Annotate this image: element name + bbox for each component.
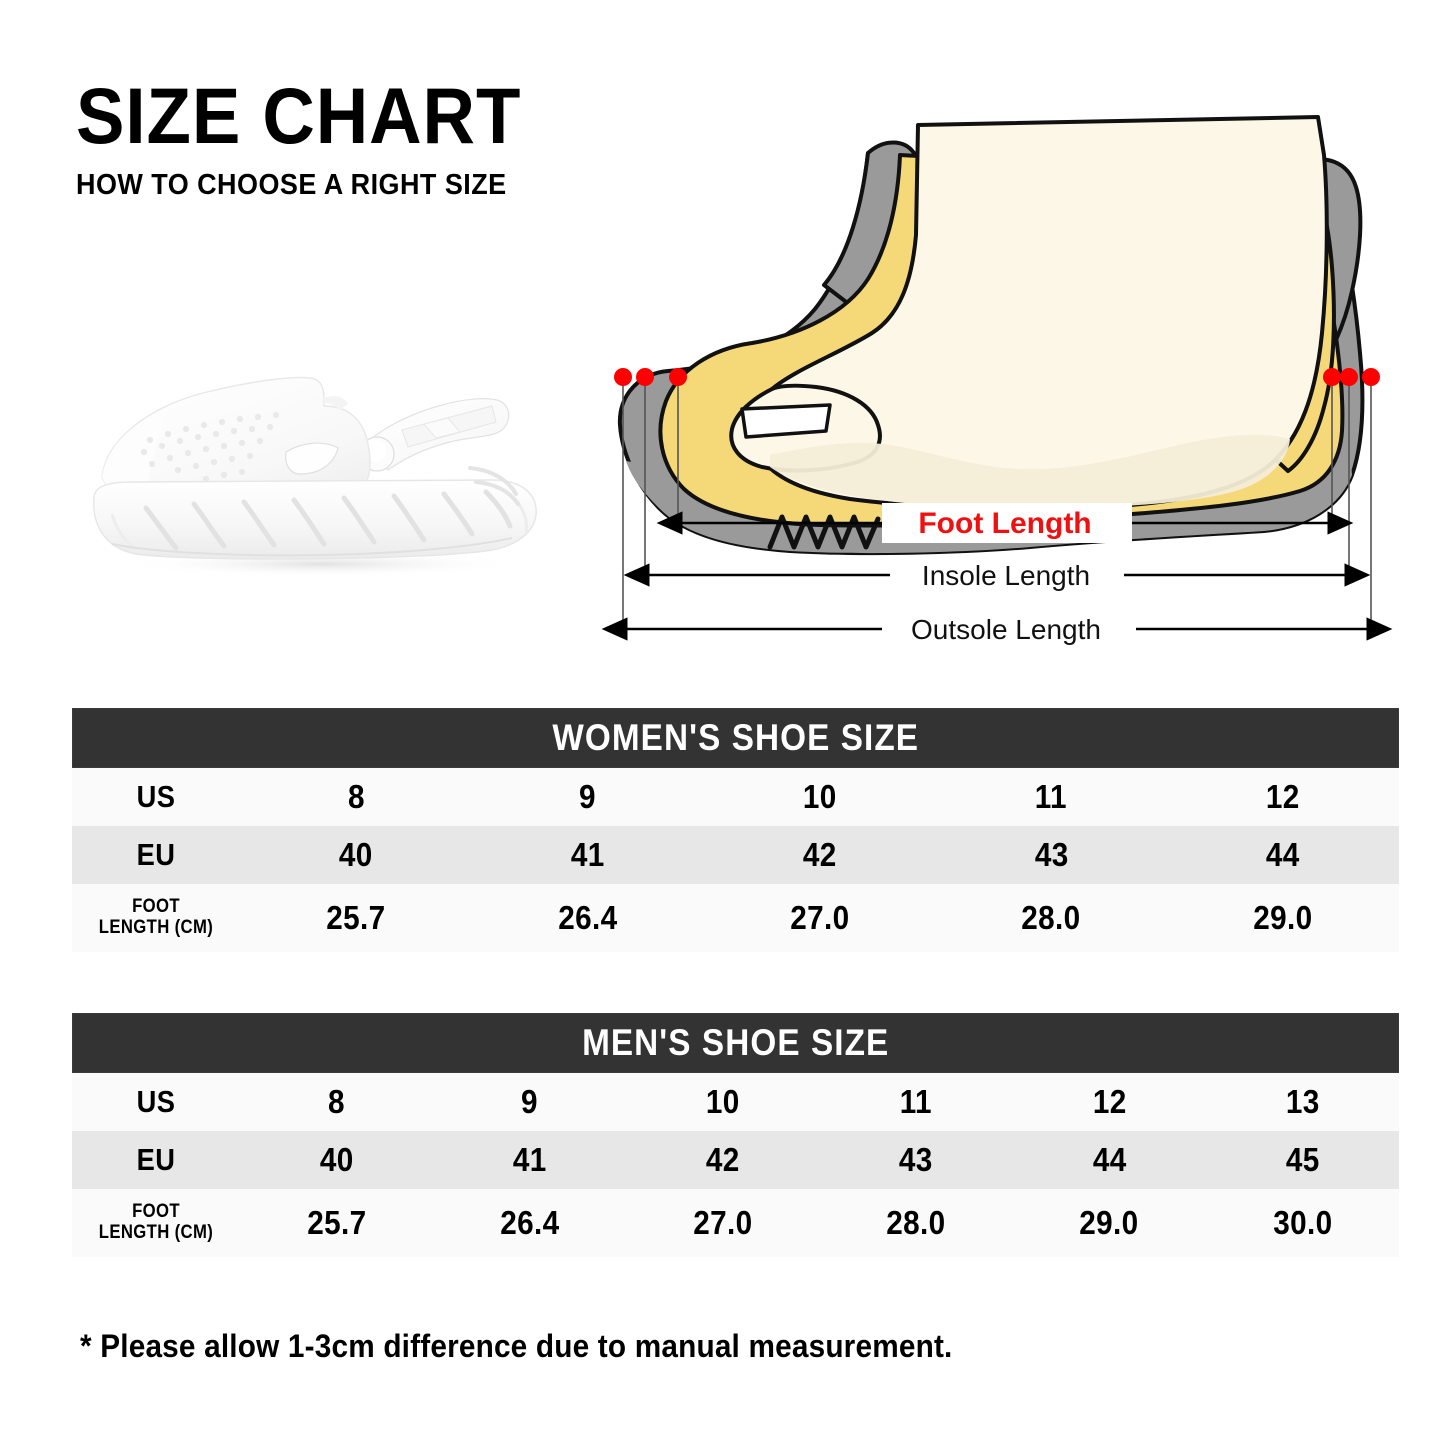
table-row: US 8 9 10 11 12 13 [72,1073,1399,1131]
row-label-eu: EU [136,1142,176,1177]
measurement-marker-dots [614,368,1380,386]
cell-us-0: 8 [328,1083,346,1120]
table-row: EU 40 41 42 43 44 [72,826,1399,884]
table-row: US 8 9 10 11 12 [72,768,1399,826]
clog-shoe-photo [72,348,572,603]
outsole-length-label: Outsole Length [911,614,1101,645]
cell-len-1: 26.4 [558,899,618,936]
cell-eu-3: 43 [899,1141,933,1178]
clog-shoe-icon [93,376,537,577]
cell-us-0: 8 [347,778,365,815]
foot-in-shoe-cross-section-icon: Foot Length Insole Length Outsole Length [601,115,1393,648]
cell-eu-4: 44 [1266,836,1300,873]
mens-size-table: MEN'S SHOE SIZE US 8 9 10 11 12 13 EU 40… [72,1013,1399,1257]
row-label-foot-length: FOOT LENGTH (CM) [98,896,214,938]
cell-us-2: 10 [706,1083,740,1120]
cell-us-4: 12 [1092,1083,1127,1120]
header-block: SIZE CHART HOW TO CHOOSE A RIGHT SIZE [76,71,560,202]
cell-us-2: 10 [802,778,837,815]
table-row: FOOT LENGTH (CM) 25.7 26.4 27.0 28.0 29.… [72,1189,1399,1257]
cell-eu-0: 40 [339,836,373,873]
cell-us-4: 12 [1266,778,1300,815]
mens-table-title: MEN'S SHOE SIZE [581,1022,890,1063]
foot-length-label: Foot Length [918,507,1091,540]
measurement-disclaimer: * Please allow 1-3cm difference due to m… [80,1328,953,1364]
mens-table-header: MEN'S SHOE SIZE [72,1013,1399,1073]
cell-eu-5: 45 [1285,1141,1320,1178]
cell-len-2: 27.0 [789,899,850,936]
cell-len-5: 30.0 [1272,1204,1333,1241]
cell-us-1: 9 [579,778,597,815]
table-row: FOOT LENGTH (CM) 25.7 26.4 27.0 28.0 29.… [72,884,1399,952]
cell-eu-1: 41 [570,836,605,873]
womens-table-header: WOMEN'S SHOE SIZE [72,708,1399,768]
row-label-eu: EU [136,837,176,872]
cell-eu-1: 41 [512,1141,547,1178]
cell-len-0: 25.7 [306,1204,367,1241]
cell-len-3: 28.0 [1021,899,1081,936]
cell-len-0: 25.7 [326,899,386,936]
table-row: EU 40 41 42 43 44 45 [72,1131,1399,1189]
cell-len-4: 29.0 [1079,1204,1139,1241]
row-label-us: US [136,1084,176,1119]
cell-len-1: 26.4 [500,1204,560,1241]
cell-len-3: 28.0 [886,1204,946,1241]
cell-len-2: 27.0 [693,1204,753,1241]
womens-table-title: WOMEN'S SHOE SIZE [552,717,919,758]
page-title: SIZE CHART [76,71,522,160]
cell-eu-2: 42 [706,1141,740,1178]
cell-us-1: 9 [521,1083,539,1120]
cell-eu-0: 40 [319,1141,354,1178]
insole-length-label: Insole Length [922,560,1090,591]
cell-eu-2: 42 [802,836,837,873]
foot-measurement-diagram: Foot Length Insole Length Outsole Length [600,95,1400,655]
row-label-foot-length: FOOT LENGTH (CM) [98,1201,214,1243]
row-label-us: US [136,779,176,814]
cell-len-4: 29.0 [1253,899,1313,936]
cell-us-3: 11 [1035,778,1068,815]
page-subtitle: HOW TO CHOOSE A RIGHT SIZE [76,169,507,202]
cell-us-5: 13 [1285,1083,1320,1120]
cell-eu-4: 44 [1092,1141,1127,1178]
cell-us-3: 11 [900,1083,933,1120]
cell-eu-3: 43 [1034,836,1069,873]
womens-size-table: WOMEN'S SHOE SIZE US 8 9 10 11 12 EU 40 … [72,708,1399,952]
